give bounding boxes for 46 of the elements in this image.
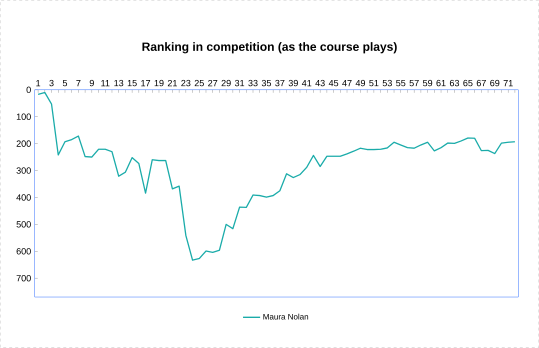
x-tick-label: 57 xyxy=(410,80,419,86)
y-tick-label: 600 xyxy=(16,248,31,255)
x-tick-label: 7 xyxy=(76,80,80,86)
legend-label: Maura Nolan xyxy=(263,314,308,320)
x-tick-label: 1 xyxy=(36,80,40,86)
x-tick-label: 9 xyxy=(90,80,94,86)
x-tick-label: 21 xyxy=(168,80,177,86)
y-tick-label: 100 xyxy=(16,114,31,120)
x-tick-label: 29 xyxy=(222,80,231,86)
x-tick-label: 47 xyxy=(342,80,352,86)
x-tick-label: 61 xyxy=(436,80,446,86)
x-tick-label: 51 xyxy=(369,80,378,86)
x-tick-label: 59 xyxy=(422,80,432,86)
x-tick-label: 49 xyxy=(356,80,366,86)
x-tick-label: 31 xyxy=(234,80,244,86)
x-tick-label: 5 xyxy=(62,80,68,86)
y-tick-label: 500 xyxy=(16,221,31,228)
x-tick-label: 43 xyxy=(315,80,325,86)
x-tick-label: 35 xyxy=(262,80,272,86)
x-tick-label: 13 xyxy=(114,80,124,86)
x-tick-label: 3 xyxy=(49,80,54,86)
y-tick-label: 200 xyxy=(16,140,31,147)
x-tick-label: 63 xyxy=(450,80,460,86)
x-tick-label: 37 xyxy=(275,80,284,86)
y-tick-label: 700 xyxy=(16,275,31,282)
x-tick-label: 27 xyxy=(208,80,218,86)
x-tick-label: 17 xyxy=(141,80,150,86)
y-tick-label: 300 xyxy=(16,167,31,174)
x-tick-label: 55 xyxy=(396,80,406,86)
chart-title: Ranking in competition (as the course plays) xyxy=(142,42,397,54)
x-tick-label: 39 xyxy=(288,80,298,86)
y-tick-label: 0 xyxy=(26,86,31,94)
x-tick-label: 19 xyxy=(154,80,164,86)
x-tick-label: 41 xyxy=(302,80,312,86)
x-tick-label: 53 xyxy=(382,80,392,86)
x-tick-label: 69 xyxy=(490,80,500,86)
x-tick-label: 25 xyxy=(194,80,204,86)
y-tick-label: 400 xyxy=(16,194,31,201)
x-tick-label: 23 xyxy=(181,80,190,86)
x-tick-label: 15 xyxy=(128,80,137,86)
x-tick-label: 11 xyxy=(101,80,110,86)
x-tick-label: 67 xyxy=(476,80,486,86)
x-tick-label: 71 xyxy=(504,80,513,86)
x-tick-label: 33 xyxy=(248,80,258,86)
x-tick-label: 65 xyxy=(463,80,473,86)
x-tick-label: 45 xyxy=(328,80,338,86)
